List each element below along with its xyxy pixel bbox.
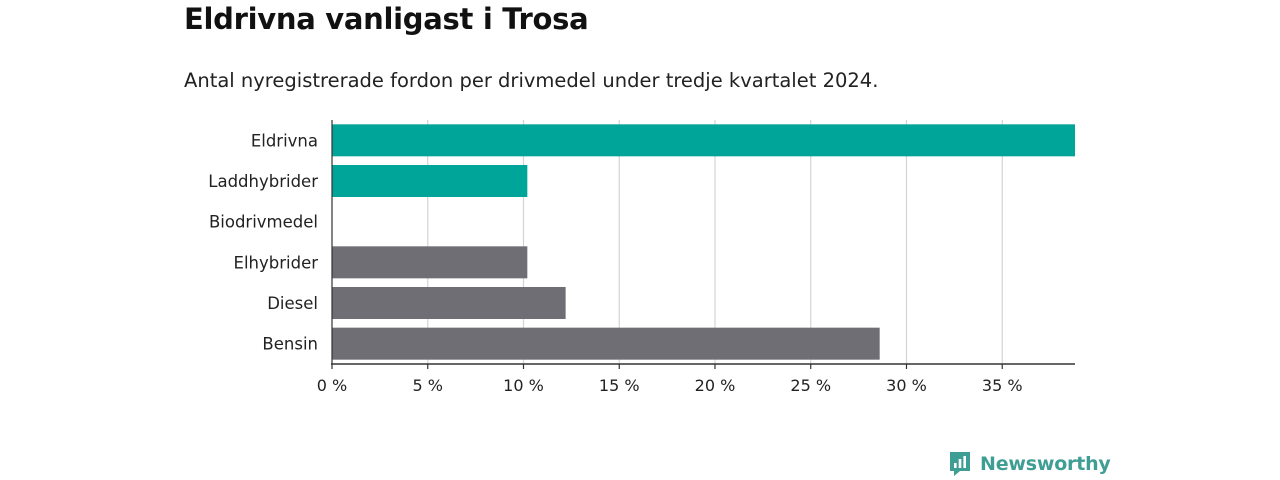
category-label: Diesel xyxy=(267,294,318,313)
bar-eldrivna xyxy=(332,124,1075,157)
brand-logo: Newsworthy xyxy=(948,450,1111,478)
category-label: Biodrivmedel xyxy=(209,213,318,232)
bar-diesel xyxy=(332,287,566,319)
category-label: Eldrivna xyxy=(251,131,318,150)
chart-subtitle: Antal nyregistrerade fordon per drivmede… xyxy=(184,69,879,92)
bar-laddhybrider xyxy=(332,165,528,197)
bar-bensin xyxy=(332,327,880,360)
category-label: Laddhybrider xyxy=(208,172,318,191)
brand-name: Newsworthy xyxy=(980,453,1111,475)
newsworthy-logo-icon xyxy=(950,452,970,476)
x-tick-label: 30 % xyxy=(886,376,927,395)
bar-elhybrider xyxy=(332,246,528,279)
category-label: Bensin xyxy=(262,335,318,354)
x-tick-label: 10 % xyxy=(503,376,544,395)
category-label: Elhybrider xyxy=(234,253,319,272)
x-tick-label: 0 % xyxy=(317,376,347,395)
chart-title: Eldrivna vanligast i Trosa xyxy=(184,2,589,36)
x-tick-label: 25 % xyxy=(790,376,831,395)
x-tick-label: 20 % xyxy=(695,376,736,395)
x-tick-label: 5 % xyxy=(413,376,443,395)
x-tick-label: 35 % xyxy=(982,376,1023,395)
x-tick-label: 15 % xyxy=(599,376,640,395)
